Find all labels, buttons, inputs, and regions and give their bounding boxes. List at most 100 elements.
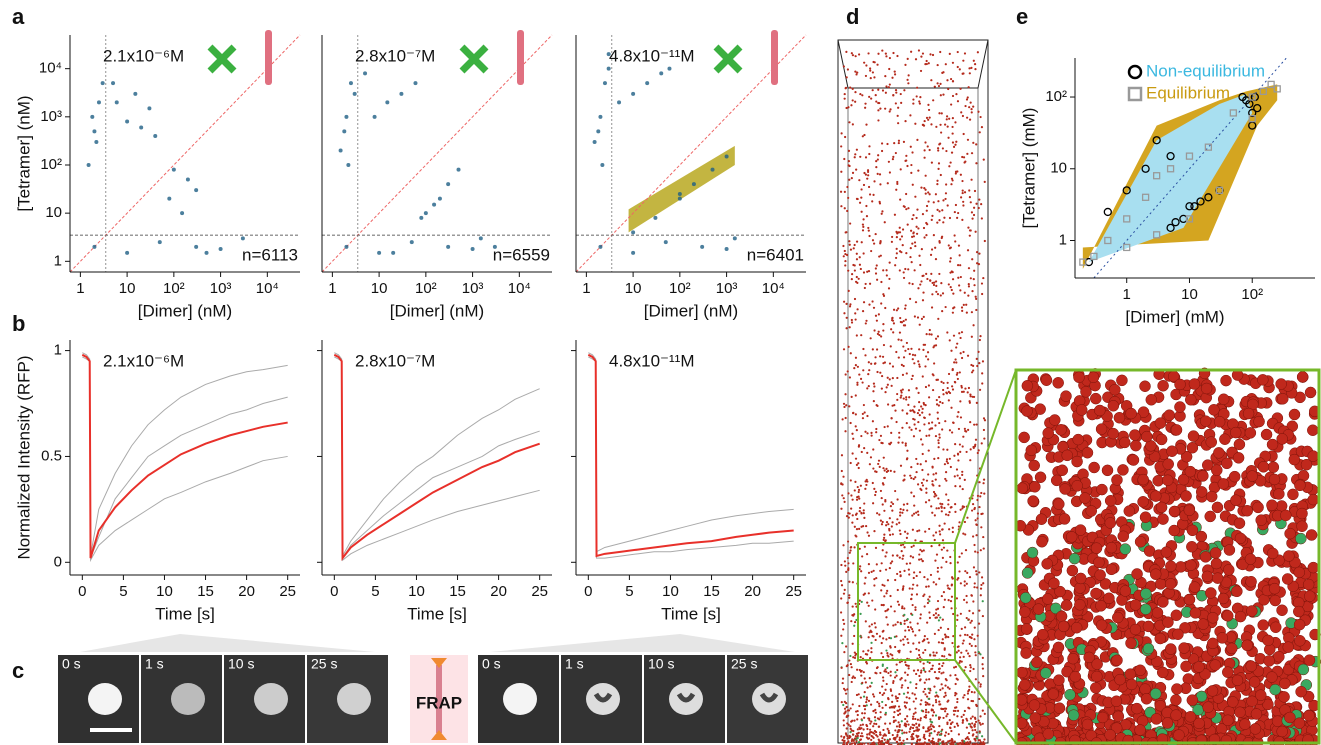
particle bbox=[866, 415, 868, 417]
particle bbox=[911, 628, 913, 630]
particle bbox=[935, 435, 937, 437]
particle bbox=[1019, 679, 1030, 690]
particle bbox=[923, 236, 925, 238]
particle bbox=[846, 706, 848, 708]
protein-icon bbox=[517, 30, 524, 85]
particle bbox=[922, 408, 924, 410]
particle bbox=[969, 235, 971, 237]
particle bbox=[922, 652, 924, 654]
particle bbox=[1146, 394, 1157, 405]
particle bbox=[949, 556, 951, 558]
x-tick-label: 1 bbox=[582, 280, 590, 297]
particle bbox=[848, 581, 850, 583]
particle bbox=[981, 663, 983, 665]
particle bbox=[978, 207, 980, 209]
particle bbox=[840, 597, 842, 599]
particle bbox=[965, 451, 967, 453]
particle bbox=[976, 262, 978, 264]
particle bbox=[1280, 510, 1291, 521]
particle bbox=[884, 668, 886, 670]
particle bbox=[900, 390, 902, 392]
particle bbox=[887, 377, 889, 379]
particle bbox=[964, 634, 966, 636]
particle bbox=[975, 523, 977, 525]
particle bbox=[942, 619, 944, 621]
particle bbox=[853, 740, 855, 742]
particle bbox=[896, 393, 898, 395]
particle bbox=[843, 312, 845, 314]
particle bbox=[908, 629, 910, 631]
particle bbox=[957, 725, 959, 727]
particle bbox=[921, 443, 923, 445]
particle bbox=[1172, 629, 1183, 640]
particle bbox=[974, 729, 976, 731]
particle bbox=[951, 576, 953, 578]
particle bbox=[856, 429, 858, 431]
particle bbox=[900, 465, 902, 467]
particle bbox=[972, 729, 974, 731]
particle bbox=[907, 626, 909, 628]
point bbox=[194, 188, 198, 192]
particle bbox=[885, 53, 887, 55]
particle bbox=[885, 92, 887, 94]
particle bbox=[980, 588, 982, 590]
particle bbox=[912, 733, 914, 735]
particle bbox=[929, 718, 931, 720]
particle bbox=[979, 685, 981, 687]
particle bbox=[882, 656, 884, 658]
particle bbox=[1185, 466, 1196, 477]
particle bbox=[862, 223, 864, 225]
particle bbox=[973, 544, 975, 546]
particle bbox=[938, 718, 940, 720]
x-tick-label: 20 bbox=[238, 583, 255, 600]
particle bbox=[938, 442, 940, 444]
legend-marker bbox=[1129, 66, 1141, 78]
particle bbox=[851, 278, 853, 280]
droplet bbox=[337, 683, 371, 715]
particle bbox=[974, 63, 976, 65]
particle bbox=[909, 621, 911, 623]
particle bbox=[859, 264, 861, 266]
particle bbox=[938, 701, 940, 703]
particle bbox=[971, 217, 973, 219]
particle bbox=[1090, 588, 1101, 599]
particle bbox=[906, 503, 908, 505]
particle bbox=[945, 306, 947, 308]
particle bbox=[969, 119, 971, 121]
particle bbox=[865, 124, 867, 126]
particle bbox=[957, 264, 959, 266]
particle bbox=[940, 282, 942, 284]
particle bbox=[840, 580, 842, 582]
particle bbox=[1200, 551, 1211, 562]
particle bbox=[915, 683, 917, 685]
particle bbox=[912, 283, 914, 285]
particle bbox=[1247, 696, 1258, 707]
particle bbox=[969, 643, 971, 645]
particle bbox=[1092, 659, 1103, 670]
particle bbox=[897, 442, 899, 444]
particle bbox=[981, 282, 983, 284]
particle bbox=[932, 714, 934, 716]
particle bbox=[927, 145, 929, 147]
particle bbox=[944, 710, 946, 712]
particle bbox=[914, 196, 916, 198]
particle bbox=[932, 651, 934, 653]
particle bbox=[955, 141, 957, 143]
particle bbox=[922, 710, 924, 712]
x-tick-label: 20 bbox=[490, 583, 507, 600]
particle bbox=[953, 361, 955, 363]
particle bbox=[1118, 531, 1129, 542]
particle bbox=[956, 468, 958, 470]
particle bbox=[957, 710, 959, 712]
particle bbox=[950, 607, 952, 609]
particle bbox=[981, 442, 983, 444]
particle bbox=[937, 64, 939, 66]
particle bbox=[862, 369, 864, 371]
chart: 051015202500.51Time [s]Normalized Intens… bbox=[14, 340, 300, 623]
particle bbox=[972, 365, 974, 367]
particle bbox=[907, 533, 909, 535]
particle bbox=[872, 502, 874, 504]
particle bbox=[984, 181, 986, 183]
zoom-inset bbox=[1015, 368, 1321, 745]
particle bbox=[904, 671, 906, 673]
